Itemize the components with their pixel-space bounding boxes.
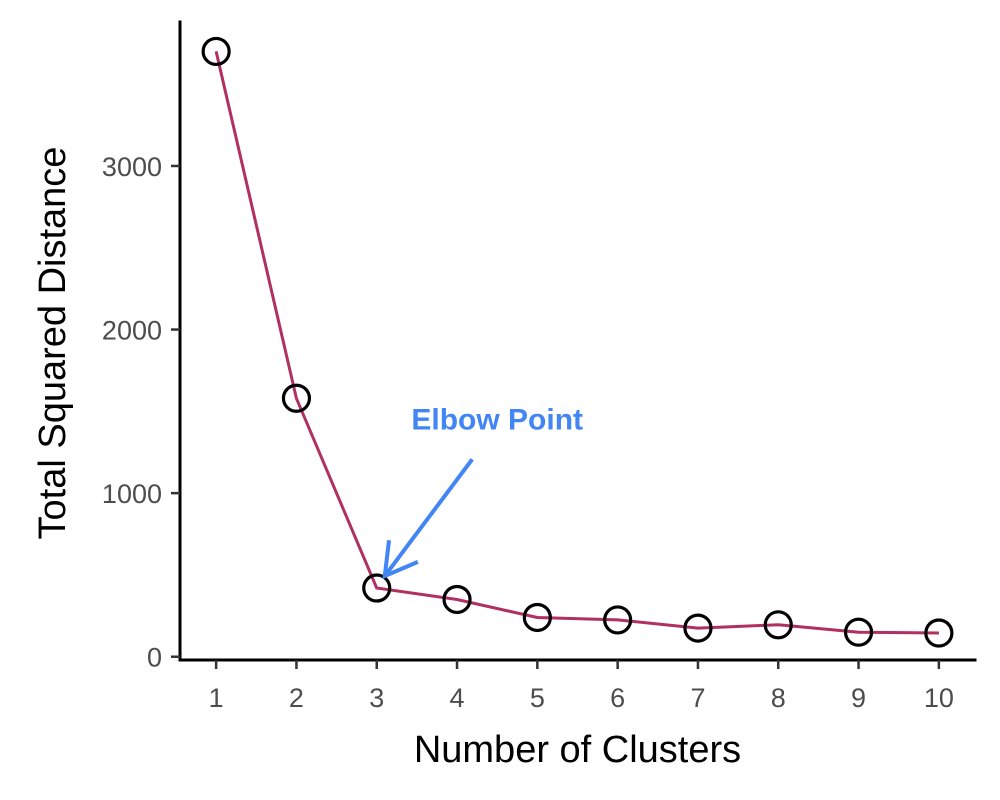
annotation-arrowhead [382, 540, 419, 580]
axes: 0 1000 2000 3000 1 2 3 4 5 6 7 8 9 10 [102, 20, 977, 713]
x-tick-label: 5 [530, 683, 545, 713]
elbow-annotation: Elbow Point [382, 403, 583, 580]
y-tick-label: 3000 [102, 152, 162, 182]
x-tick-label: 1 [209, 683, 224, 713]
data-point [522, 602, 552, 633]
x-tick-label: 8 [771, 683, 786, 713]
x-tick-label: 7 [690, 683, 705, 713]
y-tick-label: 2000 [102, 316, 162, 346]
data-point [442, 584, 472, 615]
y-tick-label: 0 [147, 643, 162, 673]
y-axis-title: Total Squared Distance [32, 147, 74, 540]
data-point [843, 617, 874, 647]
data-point [763, 610, 793, 640]
x-tick-label: 9 [851, 683, 866, 713]
x-tick-label: 3 [369, 683, 384, 713]
series-line [214, 51, 939, 635]
data-point [362, 573, 392, 603]
x-tick-label: 4 [450, 683, 465, 713]
annotation-arrow [383, 458, 474, 578]
data-point [201, 36, 231, 67]
data-point [924, 618, 954, 648]
x-tick-label: 10 [924, 683, 954, 713]
y-tick-label: 1000 [102, 479, 162, 509]
data-point [603, 605, 633, 635]
annotation-label: Elbow Point [411, 403, 583, 436]
data-point [683, 613, 713, 643]
x-axis-title: Number of Clusters [414, 729, 741, 771]
x-tick-label: 6 [610, 683, 625, 713]
data-point [281, 383, 312, 413]
x-tick-label: 2 [289, 683, 304, 713]
plot-area [201, 36, 954, 648]
